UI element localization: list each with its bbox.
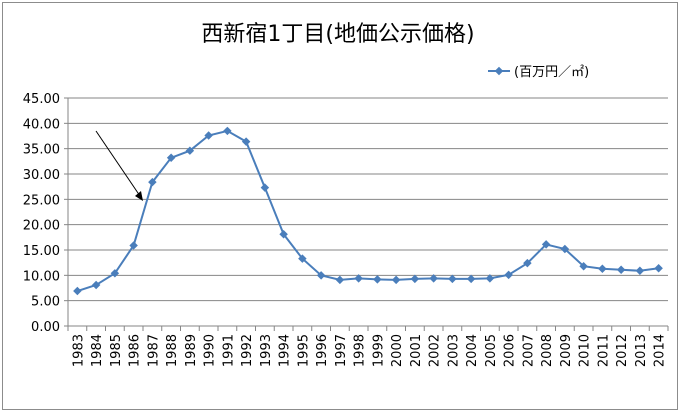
data-point	[91, 280, 101, 290]
data-point	[485, 274, 495, 283]
x-tick-label: 1985	[109, 334, 124, 367]
data-point	[241, 137, 251, 146]
data-point	[110, 269, 120, 278]
x-tick-label: 2010	[578, 334, 593, 367]
x-tick-label: 1990	[203, 334, 218, 367]
data-point	[373, 275, 382, 284]
x-tick-label: 1996	[315, 334, 330, 367]
data-point	[504, 270, 513, 280]
data-point	[73, 286, 82, 296]
x-tick-label: 2000	[390, 334, 405, 367]
data-point	[279, 230, 288, 239]
series-line	[77, 129, 659, 292]
x-tick-label: 1991	[221, 334, 236, 367]
data-point	[598, 264, 607, 273]
y-tick-label: 20.00	[23, 219, 60, 234]
y-tick-label: 40.00	[23, 117, 60, 132]
x-tick-label: 1993	[259, 334, 274, 367]
x-tick-label: 1983	[71, 334, 86, 367]
x-tick-label: 1997	[334, 334, 349, 367]
data-point	[429, 274, 438, 283]
x-tick-label: 2012	[615, 334, 630, 367]
x-tick-label: 1999	[371, 334, 386, 367]
x-tick-label: 2004	[465, 334, 480, 367]
data-point	[579, 261, 588, 271]
x-tick-label: 2002	[428, 334, 443, 367]
data-point	[166, 153, 176, 163]
x-tick-label: 1984	[90, 334, 105, 367]
x-tick-label: 1988	[165, 334, 180, 367]
x-tick-label: 1989	[184, 334, 199, 367]
legend-label: (百万円／㎡)	[514, 65, 589, 80]
data-point	[316, 271, 326, 280]
data-point	[410, 274, 420, 284]
data-point	[204, 131, 213, 140]
x-tick-label: 1986	[128, 334, 143, 367]
chart-title: 西新宿1丁目(地価公示価格)	[201, 22, 475, 47]
data-point	[523, 258, 532, 268]
x-tick-label: 2005	[484, 334, 499, 367]
annotation-arrowhead	[135, 191, 143, 201]
data-point	[466, 274, 476, 284]
data-point	[129, 241, 138, 250]
y-tick-label: 35.00	[23, 143, 60, 158]
x-tick-label: 2007	[521, 334, 536, 367]
data-point	[654, 263, 663, 273]
data-point	[616, 265, 626, 275]
x-tick-label: 2011	[596, 334, 611, 367]
data-point	[185, 146, 195, 155]
x-tick-label: 1992	[240, 334, 255, 367]
x-tick-label: 1998	[353, 334, 368, 367]
data-point	[391, 275, 401, 285]
y-tick-label: 45.00	[23, 92, 60, 107]
x-tick-label: 2006	[503, 334, 518, 367]
annotation-arrow-line	[95, 130, 141, 197]
y-tick-label: 25.00	[23, 193, 60, 208]
data-point	[635, 266, 645, 276]
data-point	[354, 274, 363, 283]
x-tick-label: 2013	[634, 334, 649, 367]
y-tick-label: 5.00	[31, 295, 60, 310]
y-tick-label: 15.00	[23, 244, 60, 259]
y-tick-label: 10.00	[23, 269, 60, 284]
data-point	[335, 275, 345, 285]
x-tick-label: 2009	[559, 334, 574, 367]
chart-frame	[2, 2, 678, 410]
x-tick-label: 1995	[296, 334, 311, 367]
x-tick-label: 2008	[540, 334, 555, 367]
x-tick-label: 2014	[653, 334, 668, 367]
y-tick-label: 30.00	[23, 168, 60, 183]
y-tick-label: 0.00	[31, 320, 60, 335]
data-point	[260, 183, 270, 192]
legend-marker	[494, 66, 504, 76]
data-point	[223, 126, 232, 136]
x-tick-label: 2001	[409, 334, 424, 367]
x-tick-label: 2003	[446, 334, 461, 367]
data-point	[148, 177, 157, 187]
data-point	[448, 274, 457, 284]
x-tick-label: 1987	[146, 334, 161, 367]
x-tick-label: 1994	[278, 334, 293, 367]
